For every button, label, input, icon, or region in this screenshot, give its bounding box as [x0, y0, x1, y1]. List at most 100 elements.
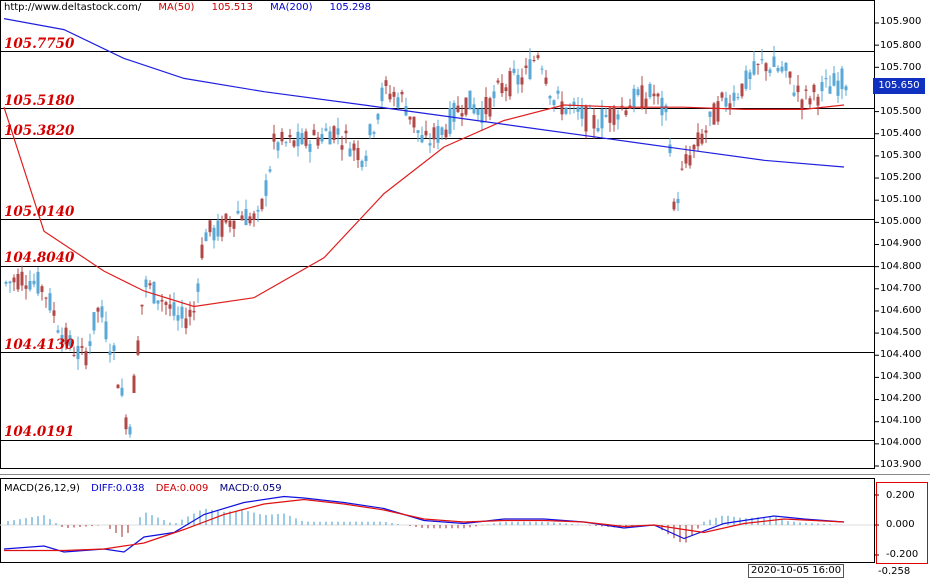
candle-body [408, 116, 412, 120]
y-tick-label: 105.800 [880, 40, 922, 51]
candle-body [732, 92, 736, 101]
candle-body [576, 107, 580, 112]
candle-body [412, 116, 416, 128]
candle-body [384, 80, 388, 86]
price-panel-frame [0, 0, 875, 469]
candle-body [336, 128, 340, 135]
candle-body [8, 281, 12, 284]
candle-body [556, 90, 560, 94]
ma50-value: 105.513 [211, 2, 253, 13]
candle-body [292, 140, 296, 147]
source-url[interactable]: http://www.deltastock.com/ [4, 2, 142, 13]
candle-body [392, 91, 396, 97]
candle-body [80, 346, 84, 348]
candle-body [796, 85, 800, 93]
candle-body [692, 144, 696, 150]
candle-body [816, 96, 820, 106]
macd-panel-frame [0, 478, 875, 563]
candle-body [736, 97, 740, 99]
macd-dea: DEA:0.009 [155, 483, 209, 494]
y-tick-label: 104.900 [880, 238, 922, 249]
level-label: 104.0191 [4, 424, 75, 440]
candle-body [88, 341, 92, 346]
candle-body [468, 90, 472, 110]
candle-body [456, 105, 460, 112]
candle-body [620, 105, 624, 107]
candle-body [160, 299, 164, 302]
candle-body [840, 68, 844, 90]
candle-body [352, 143, 356, 151]
candle-body [168, 304, 172, 309]
candle-body [308, 143, 312, 152]
candle-body [84, 351, 88, 366]
candle-body [760, 59, 764, 61]
candle-body [164, 302, 168, 305]
candle-body [92, 312, 96, 331]
y-tick-label: 104.700 [880, 283, 922, 294]
ma50-line [3, 104, 845, 308]
candle-body [396, 97, 400, 108]
y-tick-label: 104.300 [880, 371, 922, 382]
date-cursor-label: 2020-10-05 16:00 [748, 564, 845, 578]
candle-body [112, 345, 116, 351]
candle-body [512, 68, 516, 73]
macd-name: MACD(26,12,9) [4, 483, 80, 494]
candle-body [440, 127, 444, 135]
candle-body [96, 307, 100, 312]
candle-body [320, 134, 324, 142]
candle-body [820, 82, 824, 92]
candle-body [176, 315, 180, 321]
y-tick-label: 104.100 [880, 415, 922, 426]
level-label: 105.7750 [4, 36, 75, 52]
candle-body [56, 330, 60, 333]
level-label: 104.8040 [4, 250, 75, 266]
macd-dea-line [4, 498, 845, 552]
candle-body [516, 74, 520, 85]
candle-body [640, 85, 644, 109]
candle-body [204, 232, 208, 242]
y-tick-label: 104.600 [880, 305, 922, 316]
candle-body [436, 126, 440, 143]
candle-body [256, 209, 260, 212]
candle-body [528, 59, 532, 79]
candle-body [76, 345, 80, 360]
candle-body [68, 335, 72, 346]
candle-body [64, 327, 68, 345]
level-label: 105.0140 [4, 204, 75, 220]
y-tick-label: 105.900 [880, 16, 922, 27]
candle-body [364, 155, 368, 162]
macd-y-tick-label: 0.000 [886, 519, 915, 530]
candle-body [452, 102, 456, 122]
ma50-label: MA(50) [158, 2, 195, 13]
candle-body [124, 417, 128, 430]
candle-body [524, 65, 528, 68]
candle-body [828, 86, 832, 94]
ma200-label: MA(200) [270, 2, 313, 13]
candle-body [572, 101, 576, 106]
candle-body [844, 86, 848, 91]
candle-body [32, 280, 36, 285]
candle-body [508, 71, 512, 97]
candle-body [800, 99, 804, 110]
macd-y-tick-label: -0.200 [886, 549, 919, 560]
candle-body [564, 107, 568, 114]
candle-body [664, 105, 668, 113]
candle-body [284, 142, 288, 144]
candle-body [824, 78, 828, 80]
level-label: 105.3820 [4, 123, 75, 139]
y-tick-label: 104.500 [880, 327, 922, 338]
candle-body [632, 88, 636, 108]
candle-body [280, 131, 284, 142]
candle-body [520, 77, 524, 85]
candle-body [688, 155, 692, 166]
candle-body [188, 309, 192, 317]
y-tick-label: 105.000 [880, 216, 922, 227]
macd-diff-line [3, 495, 845, 553]
candle-body [60, 334, 64, 345]
candle-body [148, 283, 152, 286]
candle-body [228, 220, 232, 227]
candle-body [600, 109, 604, 129]
candle-body [808, 98, 812, 105]
candle-body [756, 63, 760, 65]
